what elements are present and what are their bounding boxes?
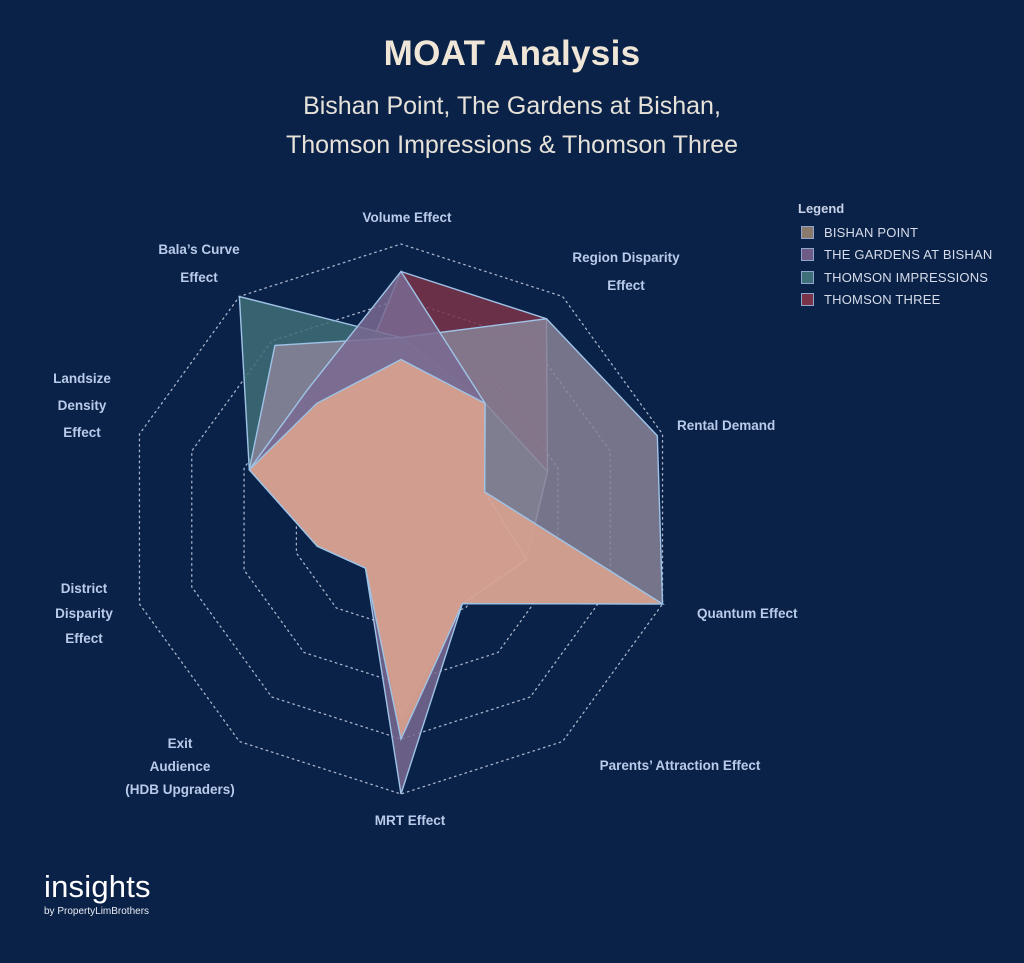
- chart-subtitle-line-1: Bishan Point, The Gardens at Bishan,: [303, 92, 721, 120]
- axis-label-10: Bala’s Curve Effect: [158, 242, 240, 285]
- axis-label-8: District Disparity Effect: [55, 581, 113, 646]
- legend-swatch: [801, 225, 814, 239]
- series-base: [248, 358, 665, 742]
- legend-swatch: [801, 248, 814, 262]
- legend-label: THE GARDENS AT BISHAN: [824, 247, 993, 263]
- axis-label-9: Landsize Density Effect: [53, 371, 111, 440]
- axis-label-5: Parents’ Attraction Effect: [600, 758, 761, 773]
- brand-byline: by PropertyLimBrothers: [44, 906, 150, 917]
- legend-label: THOMSON IMPRESSIONS: [824, 269, 989, 285]
- legend-swatch: [801, 293, 814, 307]
- legend-label: BISHAN POINT: [824, 224, 919, 240]
- legend-label: THOMSON THREE: [824, 292, 941, 308]
- axis-label-2: Region Disparity Effect: [572, 250, 680, 293]
- brand-name: insights: [44, 869, 151, 904]
- brand-logo: insights by PropertyLimBrothers: [44, 869, 151, 918]
- axis-label-7: Exit Audience (HDB Upgraders): [125, 736, 235, 797]
- legend-swatch: [801, 270, 814, 284]
- legend-title: Legend: [798, 201, 845, 216]
- legend-item-thomson-impressions: THOMSON IMPRESSIONS: [798, 266, 992, 289]
- axis-label-6: MRT Effect: [375, 813, 446, 828]
- legend: Legend BISHAN POINT THE GARDENS AT BISHA…: [798, 201, 992, 311]
- axis-label-4: Quantum Effect: [697, 606, 798, 621]
- legend-item-thomson-three: THOMSON THREE: [798, 289, 992, 312]
- legend-item-bishan-point: BISHAN POINT: [798, 221, 992, 244]
- chart-title: MOAT Analysis: [383, 34, 641, 73]
- axis-label-3: Rental Demand: [677, 418, 775, 433]
- axis-label-1: Volume Effect: [362, 210, 452, 225]
- legend-item-the-gardens-at-bishan: THE GARDENS AT BISHAN: [798, 244, 992, 267]
- chart-subtitle-line-2: Thomson Impressions & Thomson Three: [285, 131, 739, 159]
